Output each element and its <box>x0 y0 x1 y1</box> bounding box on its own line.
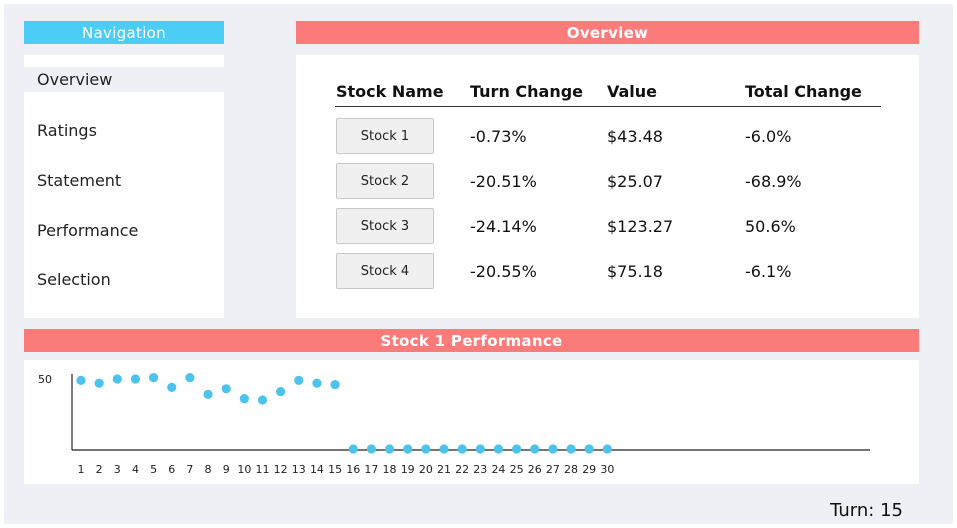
data-point <box>530 444 540 454</box>
stock-1-turn-change: -0.73% <box>470 127 527 146</box>
x-tick-label: 2 <box>96 463 103 476</box>
x-tick-label: 17 <box>364 463 378 476</box>
nav-item-statement[interactable]: Statement <box>37 171 122 190</box>
x-tick-label: 24 <box>491 463 505 476</box>
column-header-stock-name: Stock Name <box>336 82 444 101</box>
x-tick-label: 29 <box>582 463 596 476</box>
x-tick-label: 11 <box>256 463 270 476</box>
navigation-header: Navigation <box>24 21 224 44</box>
overview-header: Overview <box>296 21 919 44</box>
data-point <box>584 444 594 454</box>
column-header-value: Value <box>607 82 658 101</box>
data-point <box>149 373 159 383</box>
x-tick-label: 3 <box>114 463 121 476</box>
data-point <box>548 444 558 454</box>
x-tick-label: 16 <box>346 463 360 476</box>
stock-4-button[interactable]: Stock 4 <box>336 253 434 289</box>
nav-item-ratings[interactable]: Ratings <box>37 121 97 140</box>
column-header-turn-change: Turn Change <box>470 82 584 101</box>
nav-item-overview[interactable]: Overview <box>37 70 113 89</box>
x-tick-label: 21 <box>437 463 451 476</box>
nav-item-performance[interactable]: Performance <box>37 221 139 240</box>
data-point <box>294 375 304 385</box>
data-point <box>512 444 522 454</box>
x-tick-label: 9 <box>223 463 230 476</box>
performance-chart: 501 2 3 4 5 6 7 8 9 10 11 12 13 14 15 16 17 18 19 20 21 22 23 2… <box>38 373 870 476</box>
x-tick-label: 14 <box>310 463 324 476</box>
turn-indicator: Turn: 15 <box>830 500 903 521</box>
data-point <box>366 444 376 454</box>
stock-4-total-change: -6.1% <box>745 262 792 281</box>
data-point <box>421 444 431 454</box>
x-tick-label: 20 <box>419 463 433 476</box>
x-tick-label: 22 <box>455 463 469 476</box>
data-point <box>602 444 612 454</box>
performance-header: Stock 1 Performance <box>24 329 919 352</box>
data-point <box>475 444 485 454</box>
x-tick-label: 6 <box>168 463 175 476</box>
x-tick-label: 10 <box>237 463 251 476</box>
x-tick-label: 27 <box>546 463 560 476</box>
overview-title: Overview <box>566 23 649 42</box>
navigation-title: Navigation <box>82 23 166 42</box>
stock-4-value: $75.18 <box>607 262 663 281</box>
data-point <box>457 444 467 454</box>
stock-3-value: $123.27 <box>607 217 674 236</box>
navigation-list <box>24 92 224 318</box>
data-point <box>185 373 195 383</box>
stock-1-total-change: -6.0% <box>745 127 792 146</box>
stock-4-turn-change: -20.55% <box>470 262 537 281</box>
data-point <box>167 382 177 392</box>
x-tick-label: 18 <box>383 463 397 476</box>
header-divider <box>335 106 881 107</box>
data-point <box>312 378 322 388</box>
x-tick-label: 13 <box>292 463 306 476</box>
data-point <box>566 444 576 454</box>
data-point <box>403 444 413 454</box>
y-tick-label: 50 <box>38 373 52 386</box>
x-tick-label: 23 <box>473 463 487 476</box>
x-tick-label: 30 <box>600 463 614 476</box>
stock-1-button[interactable]: Stock 1 <box>336 118 434 154</box>
x-tick-label: 19 <box>401 463 415 476</box>
data-point <box>348 444 358 454</box>
stock-1-value: $43.48 <box>607 127 663 146</box>
x-tick-label: 4 <box>132 463 139 476</box>
x-tick-label: 26 <box>528 463 542 476</box>
stock-3-button[interactable]: Stock 3 <box>336 208 434 244</box>
x-tick-label: 5 <box>150 463 157 476</box>
data-point <box>112 374 122 384</box>
performance-title: Stock 1 Performance <box>380 331 563 350</box>
stock-2-button[interactable]: Stock 2 <box>336 163 434 199</box>
stock-3-total-change: 50.6% <box>745 217 796 236</box>
x-tick-label: 1 <box>78 463 85 476</box>
stock-2-total-change: -68.9% <box>745 172 802 191</box>
performance-panel <box>24 360 919 484</box>
stock-2-value: $25.07 <box>607 172 663 191</box>
data-point <box>439 444 449 454</box>
data-point <box>94 378 104 388</box>
column-header-total-change: Total Change <box>745 82 862 101</box>
data-point <box>203 389 213 399</box>
nav-item-selection[interactable]: Selection <box>37 270 111 289</box>
data-point <box>330 380 340 390</box>
data-point <box>221 384 231 394</box>
data-point <box>493 444 504 454</box>
data-point <box>384 444 395 454</box>
x-tick-label: 8 <box>205 463 212 476</box>
x-tick-label: 25 <box>510 463 524 476</box>
stock-2-turn-change: -20.51% <box>470 172 537 191</box>
x-tick-label: 12 <box>274 463 288 476</box>
x-tick-label: 7 <box>186 463 193 476</box>
data-point <box>130 374 141 384</box>
x-tick-label: 15 <box>328 463 342 476</box>
stock-3-turn-change: -24.14% <box>470 217 537 236</box>
data-point <box>276 387 286 397</box>
x-tick-label: 28 <box>564 463 578 476</box>
data-point <box>76 375 86 385</box>
data-point <box>257 395 268 405</box>
nav-selected-strip <box>24 55 224 67</box>
data-point <box>239 394 249 404</box>
